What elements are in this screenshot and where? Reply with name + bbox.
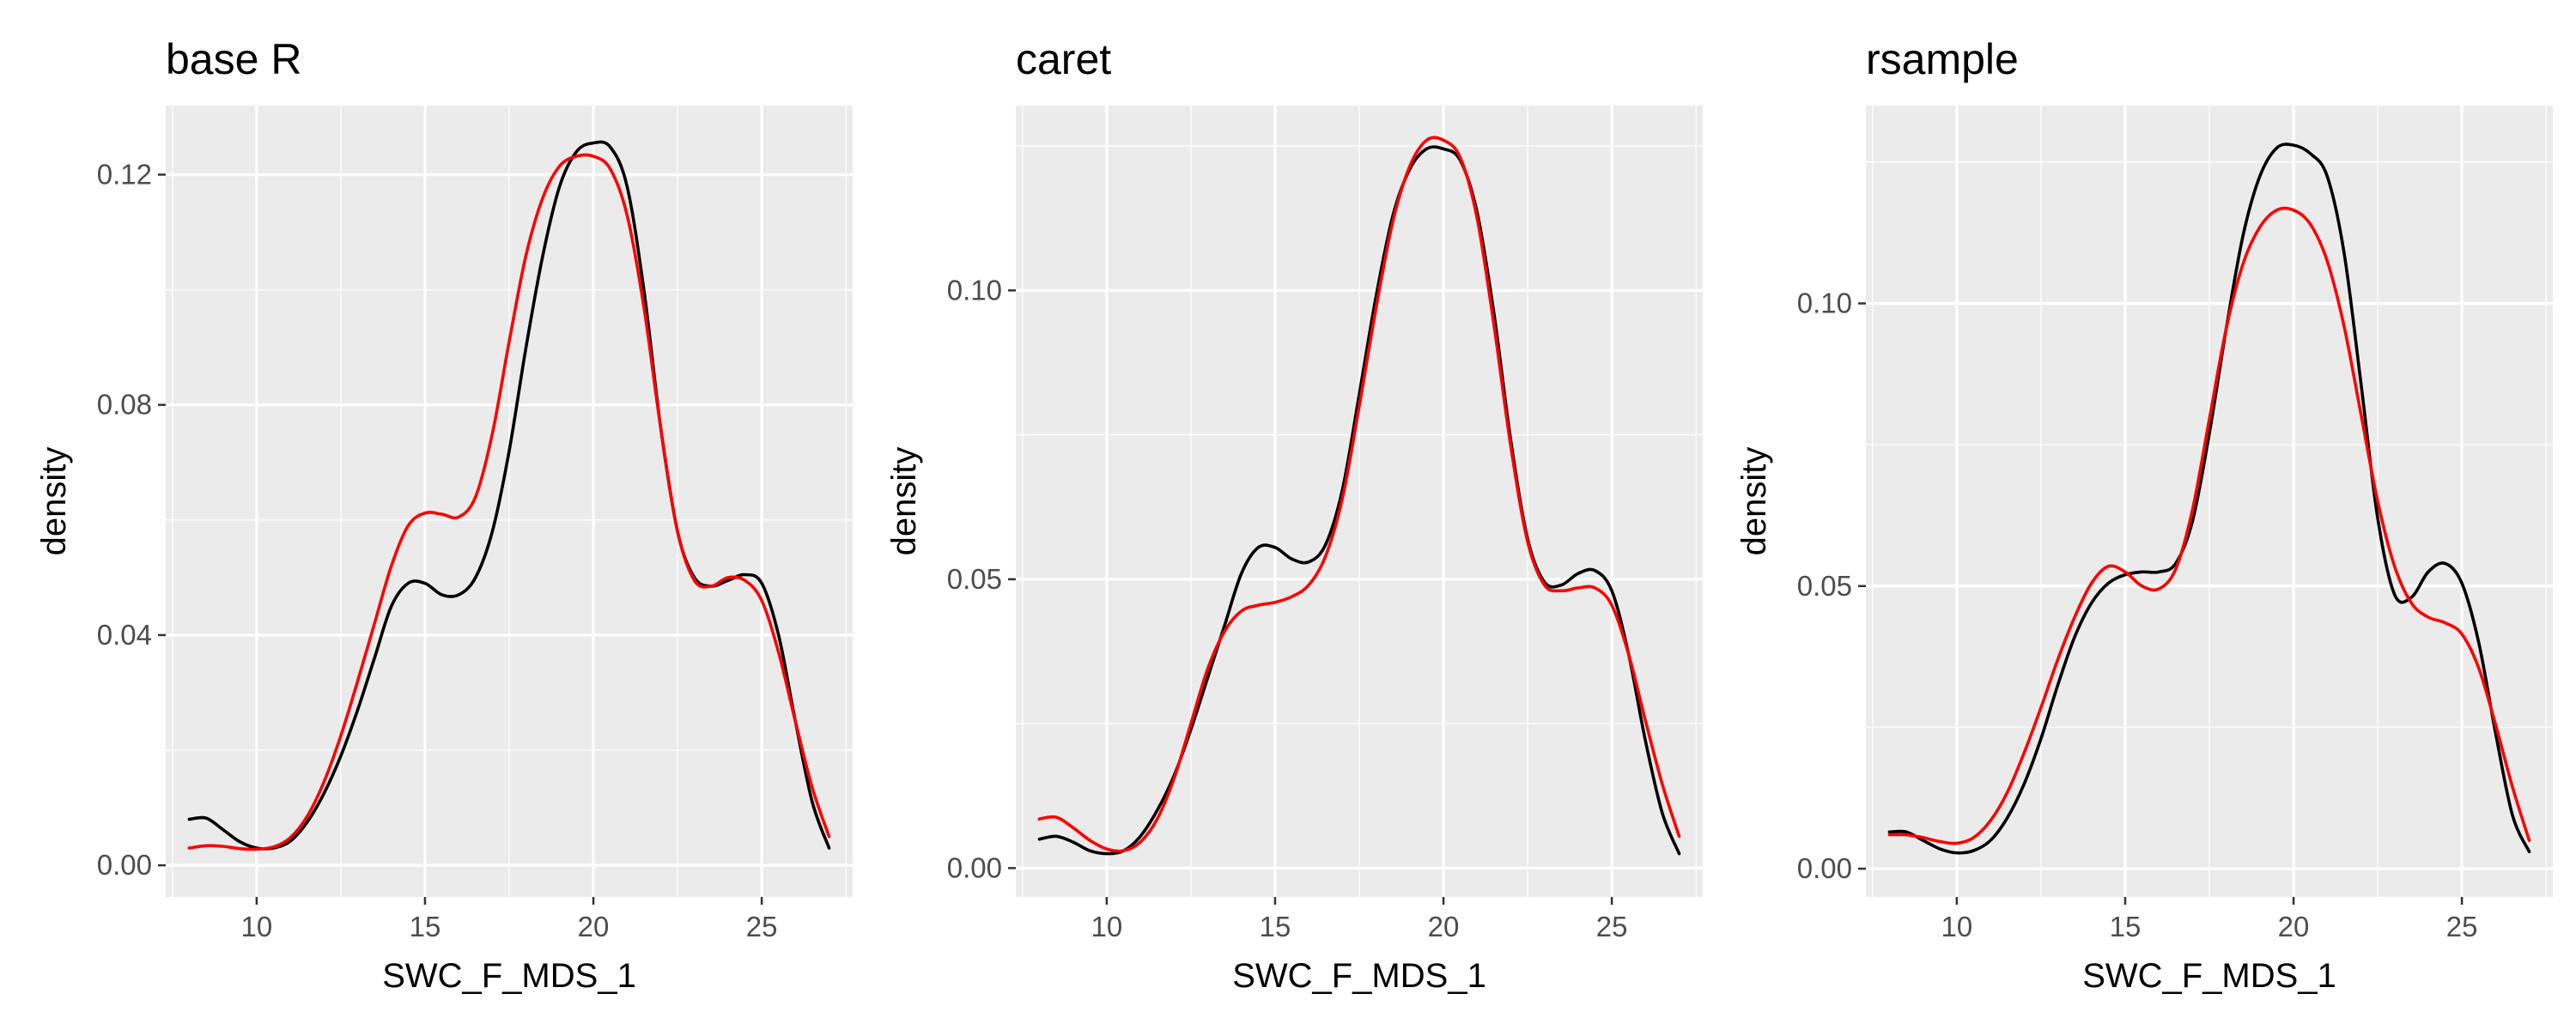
y-tick-label: 0.12 — [97, 158, 152, 190]
x-axis-title: SWC_F_MDS_1 — [1232, 957, 1486, 995]
y-tick-label: 0.05 — [947, 563, 1002, 595]
y-tick-label: 0.10 — [1797, 288, 1852, 319]
density-curve-black — [187, 140, 831, 851]
panel-caret: 10 15 20 25 0.00 0.05 0.10 caret SWC_F_MDS_1 dens… — [885, 35, 1703, 995]
y-axis-title: density — [885, 447, 923, 556]
x-tick-label: 25 — [1596, 911, 1628, 942]
y-axis-title: density — [1735, 447, 1773, 556]
y-tick-label: 0.00 — [97, 849, 152, 881]
panel-title: caret — [1016, 35, 1111, 83]
x-tick-label: 15 — [410, 911, 441, 942]
x-tick-label: 15 — [1260, 911, 1291, 942]
x-tick-label: 10 — [241, 911, 273, 942]
x-tick-label: 25 — [2446, 911, 2478, 942]
y-axis-title: density — [35, 447, 73, 556]
y-tick-label: 0.08 — [97, 389, 152, 421]
panel-rsample: 10 15 20 25 0.00 0.05 0.10 rsample SWC_F_MDS_1 de… — [1735, 35, 2553, 995]
y-tick-label: 0.05 — [1797, 570, 1852, 602]
panel-title: base R — [166, 35, 301, 83]
panel-base-r: 10 15 20 25 0.00 0.04 0.08 0.12 base R SWC_F_MDS_… — [35, 35, 853, 995]
y-tick-label: 0.10 — [947, 274, 1002, 306]
x-tick-label: 20 — [578, 911, 610, 942]
x-tick-label: 15 — [2110, 911, 2142, 942]
density-curve-red — [187, 153, 831, 851]
y-tick-label: 0.00 — [1797, 852, 1852, 884]
x-axis-title: SWC_F_MDS_1 — [382, 957, 636, 995]
panel-title: rsample — [1866, 35, 2019, 83]
x-tick-label: 20 — [1428, 911, 1460, 942]
x-axis-title: SWC_F_MDS_1 — [2082, 957, 2336, 995]
x-tick-label: 25 — [746, 911, 778, 942]
x-tick-label: 10 — [1091, 911, 1123, 942]
density-curve-red — [1037, 136, 1681, 853]
x-tick-label: 10 — [1941, 911, 1973, 942]
density-curve-red — [1887, 206, 2531, 845]
x-tick-label: 20 — [2278, 911, 2310, 942]
y-tick-label: 0.00 — [947, 851, 1002, 883]
y-tick-label: 0.04 — [97, 619, 152, 651]
density-curve-black — [1037, 145, 1681, 856]
